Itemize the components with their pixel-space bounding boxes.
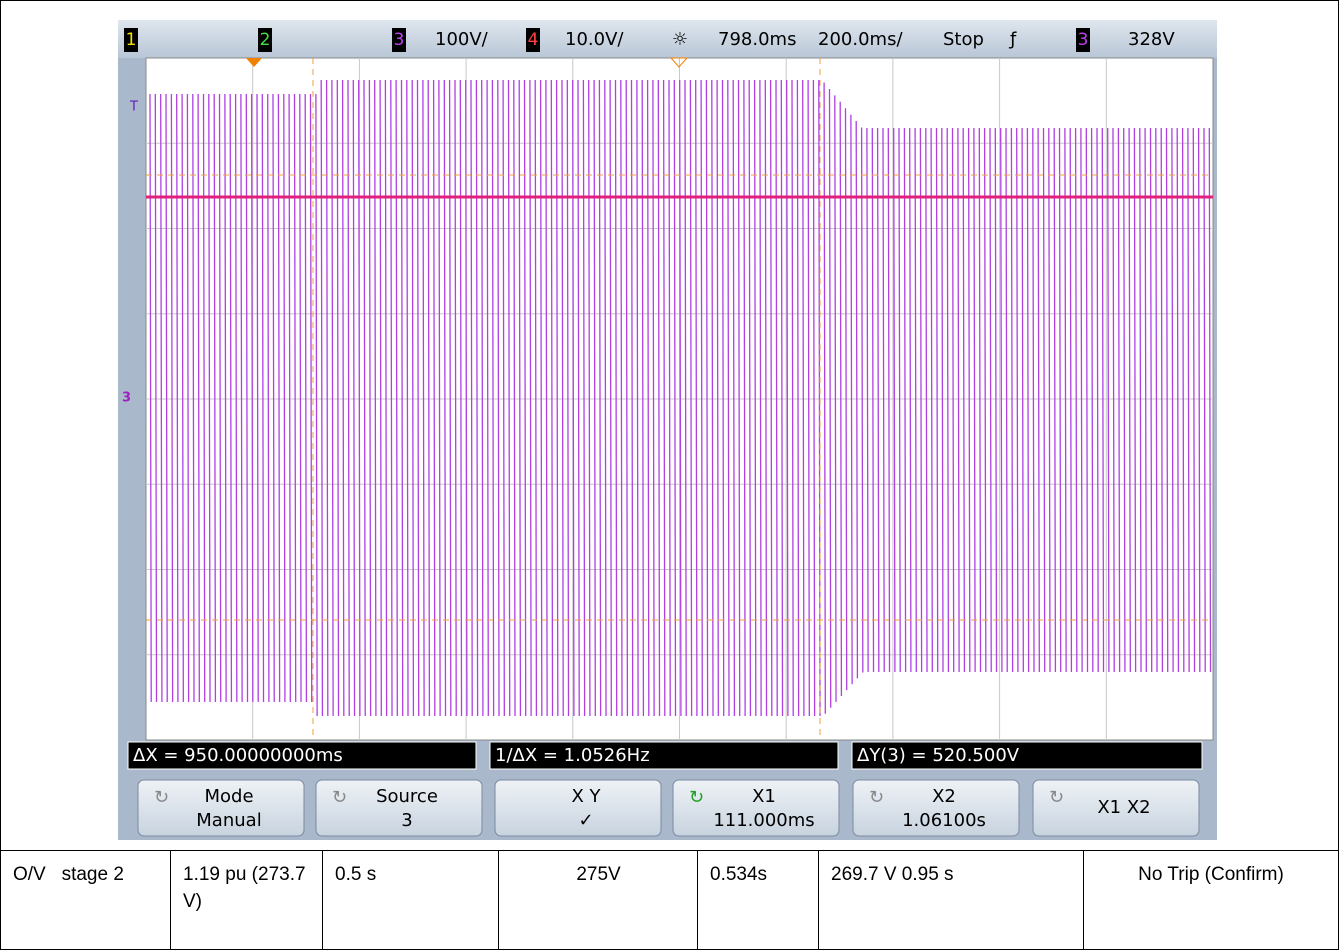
softkey-top: Source [376, 786, 438, 807]
scope-screen: T 3 1 2 3 100V/ 4 10.0V/ ☼ 798.0ms 200.0… [118, 20, 1217, 840]
trigger-pos [246, 58, 262, 67]
table-cell: 1.19 pu (273.7 V) [170, 850, 323, 950]
softkey-icon: ↻ [689, 787, 704, 808]
softkey-bottom: Manual [196, 810, 261, 831]
ch1-badge: 1 [126, 30, 137, 50]
delta-y: ΔY(3) = 520.500V [857, 745, 1020, 766]
table-cell: 275V [498, 850, 698, 950]
softkey [137, 779, 305, 837]
delay: 798.0ms [718, 29, 796, 50]
softkey-bottom: 1.06100s [902, 810, 986, 831]
softkey-top: X Y [571, 786, 601, 807]
softkey-top: X1 X2 [1097, 797, 1150, 818]
ch4-badge: 4 [528, 30, 539, 50]
softkey [1032, 779, 1200, 837]
table-cell: No Trip (Confirm) [1083, 850, 1339, 950]
softkey-top: Mode [204, 786, 253, 807]
inv-delta-x: 1/ΔX = 1.0526Hz [495, 745, 650, 766]
softkey-top: X2 [932, 786, 956, 807]
ch3-scale: 100V/ [435, 29, 489, 50]
trigger-level: 328V [1128, 29, 1175, 50]
softkey [852, 779, 1020, 837]
softkey-top: X1 [752, 786, 776, 807]
run-state: Stop [943, 29, 984, 50]
trigger-icon: ƒ [1008, 29, 1017, 50]
ch3-badge: 3 [394, 30, 405, 50]
waveform [149, 79, 1212, 716]
softkey-bottom: 3 [401, 810, 412, 831]
ch2-badge: 2 [260, 30, 271, 50]
trigger-marker: T [129, 100, 138, 115]
trigger-source: 3 [1078, 30, 1089, 50]
delta-x: ΔX = 950.00000000ms [133, 745, 343, 766]
table-cell: 0.534s [697, 850, 819, 950]
table-cell: 269.7 V 0.95 s [818, 850, 1084, 950]
softkey-bottom: 111.000ms [713, 810, 814, 831]
delay-pos [669, 57, 689, 68]
softkey [672, 779, 840, 837]
status-bar [118, 20, 1217, 58]
timebase: 200.0ms/ [818, 29, 903, 50]
softkey [315, 779, 483, 837]
softkey-icon: ↻ [869, 787, 884, 808]
softkey [494, 779, 662, 837]
ch4-scale: 10.0V/ [565, 29, 624, 50]
table-cell: 0.5 s [322, 850, 499, 950]
table-cell: O/V stage 2 [0, 850, 171, 950]
softkey-bottom: ✓ [578, 810, 593, 831]
channel-marker: 3 [122, 391, 131, 406]
delay-icon: ☼ [672, 29, 688, 50]
softkey-icon: ↻ [332, 787, 347, 808]
softkey-icon: ↻ [154, 787, 169, 808]
softkey-icon: ↻ [1049, 787, 1064, 808]
